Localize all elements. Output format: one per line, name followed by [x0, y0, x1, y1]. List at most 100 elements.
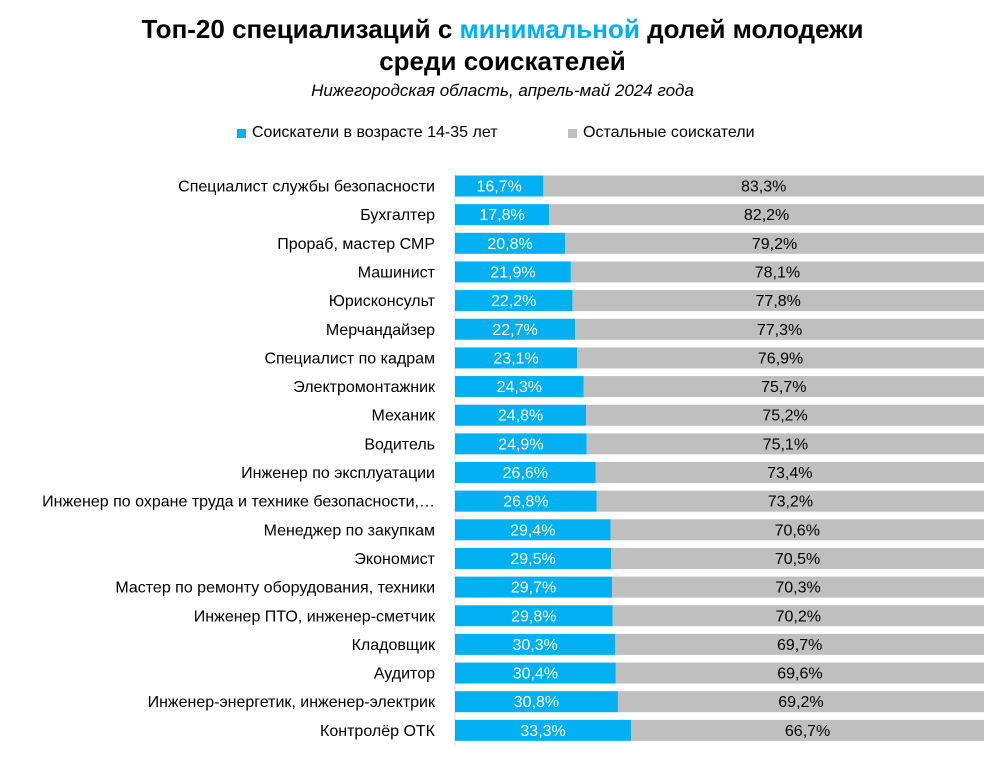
- bar-young: [455, 433, 587, 455]
- data-label-other: 70,5%: [775, 551, 820, 568]
- bar-other: [615, 633, 984, 655]
- legend-item-other: Остальные соискатели: [568, 122, 755, 144]
- data-label-young: 30,8%: [514, 694, 559, 711]
- bar-other: [577, 347, 984, 369]
- chart-title-line1: Топ-20 специализаций с минимальной долей…: [0, 14, 1005, 44]
- title-text-before: Топ-20 специализаций с: [141, 14, 460, 44]
- data-label-other: 70,3%: [775, 580, 820, 597]
- bar-young: [455, 232, 566, 254]
- bar-other: [612, 605, 984, 627]
- data-label-other: 76,9%: [758, 350, 803, 367]
- data-label-other: 82,2%: [744, 207, 789, 224]
- bar-young: [455, 605, 613, 627]
- bar-young: [455, 462, 596, 483]
- chart-title-line2: среди соискателей: [379, 46, 626, 76]
- data-label-other: 70,6%: [775, 522, 820, 539]
- category-label: Аудитор: [374, 666, 435, 683]
- bar-young: [455, 633, 616, 655]
- category-label: Мастер по ремонту оборудования, техники: [115, 580, 435, 597]
- category-label: Бухгалтер: [360, 207, 435, 224]
- bar-young: [455, 691, 618, 713]
- category-label: Специалист по кадрам: [264, 350, 435, 367]
- data-label-young: 21,9%: [490, 264, 535, 281]
- data-label-young: 20,8%: [487, 236, 532, 253]
- category-label: Инженер по охране труда и технике безопа…: [42, 494, 435, 511]
- bar-other: [631, 719, 984, 741]
- data-label-other: 75,7%: [761, 379, 806, 396]
- legend-label-other: Остальные соискатели: [583, 124, 755, 141]
- category-label: Механик: [371, 408, 436, 425]
- legend-swatch-young: [237, 128, 246, 138]
- bar-young: [455, 175, 544, 197]
- bar-young: [455, 547, 612, 569]
- bar-other: [617, 691, 984, 713]
- legend-item-young: Соискатели в возрасте 14-35 лет: [237, 122, 498, 144]
- category-label: Контролёр ОТК: [320, 723, 436, 740]
- data-label-young: 26,8%: [503, 494, 548, 511]
- data-label-young: 30,4%: [513, 666, 558, 683]
- data-label-young: 29,5%: [510, 551, 555, 568]
- bar-other: [612, 576, 984, 598]
- data-label-young: 29,7%: [511, 580, 556, 597]
- data-label-young: 17,8%: [479, 207, 524, 224]
- category-label: Прораб, мастер СМР: [277, 236, 435, 253]
- category-label: Инженер-энергетик, инженер-электрик: [148, 694, 436, 711]
- data-label-young: 22,2%: [491, 293, 536, 310]
- bar-other: [575, 318, 984, 340]
- category-label: Кладовщик: [352, 637, 436, 654]
- legend-swatch-other: [568, 128, 577, 138]
- bar-other: [543, 175, 984, 197]
- bar-young: [455, 318, 576, 340]
- bar-other: [565, 232, 984, 254]
- data-label-other: 73,2%: [768, 494, 813, 511]
- data-label-other: 69,7%: [777, 637, 822, 654]
- data-label-other: 79,2%: [752, 236, 797, 253]
- bar-other: [615, 662, 984, 684]
- bar-young: [455, 662, 616, 684]
- chart-subtitle: Нижегородская область, апрель-май 2024 г…: [311, 81, 694, 100]
- data-label-other: 73,4%: [767, 465, 812, 482]
- category-label: Специалист службы безопасности: [178, 179, 435, 196]
- category-label: Экономист: [354, 551, 435, 568]
- data-label-other: 75,1%: [763, 436, 808, 453]
- bar-other: [595, 462, 984, 483]
- category-label: Электромонтажник: [293, 379, 436, 396]
- bar-other: [586, 433, 984, 455]
- category-label: Менеджер по закупкам: [264, 522, 435, 539]
- data-label-other: 77,3%: [757, 322, 802, 339]
- data-label-other: 69,6%: [777, 666, 822, 683]
- bar-young: [455, 576, 613, 598]
- data-label-young: 29,4%: [510, 522, 555, 539]
- bar-other: [596, 490, 984, 512]
- bar-young: [455, 404, 587, 426]
- data-label-other: 70,2%: [776, 608, 821, 625]
- chart-legend: Соискатели в возрасте 14-35 лет Остальны…: [0, 122, 1005, 144]
- data-label-other: 83,3%: [741, 179, 786, 196]
- bar-other: [570, 261, 984, 283]
- bar-other: [583, 376, 984, 398]
- bar-young: [455, 376, 584, 398]
- data-label-young: 29,8%: [511, 608, 556, 625]
- category-label: Инженер ПТО, инженер-сметчик: [194, 608, 436, 625]
- data-label-young: 24,9%: [498, 436, 543, 453]
- data-label-other: 75,2%: [762, 408, 807, 425]
- bar-other: [572, 290, 984, 312]
- data-label-other: 78,1%: [755, 264, 800, 281]
- data-label-young: 16,7%: [476, 179, 521, 196]
- category-label: Водитель: [364, 436, 435, 453]
- data-label-young: 24,8%: [498, 408, 543, 425]
- bar-young: [455, 519, 611, 541]
- bar-other: [586, 404, 984, 426]
- bar-young: [455, 347, 578, 369]
- bar-other: [610, 519, 984, 541]
- bar-young: [455, 204, 550, 226]
- data-label-young: 23,1%: [493, 350, 538, 367]
- bar-other: [611, 547, 984, 569]
- data-label-young: 22,7%: [492, 322, 537, 339]
- data-label-young: 24,3%: [497, 379, 542, 396]
- title-text-after: долей молодежи: [639, 14, 864, 44]
- data-label-other: 77,8%: [756, 293, 801, 310]
- bar-other: [549, 204, 984, 226]
- category-label: Мерчандайзер: [326, 322, 435, 339]
- bar-young: [455, 719, 632, 741]
